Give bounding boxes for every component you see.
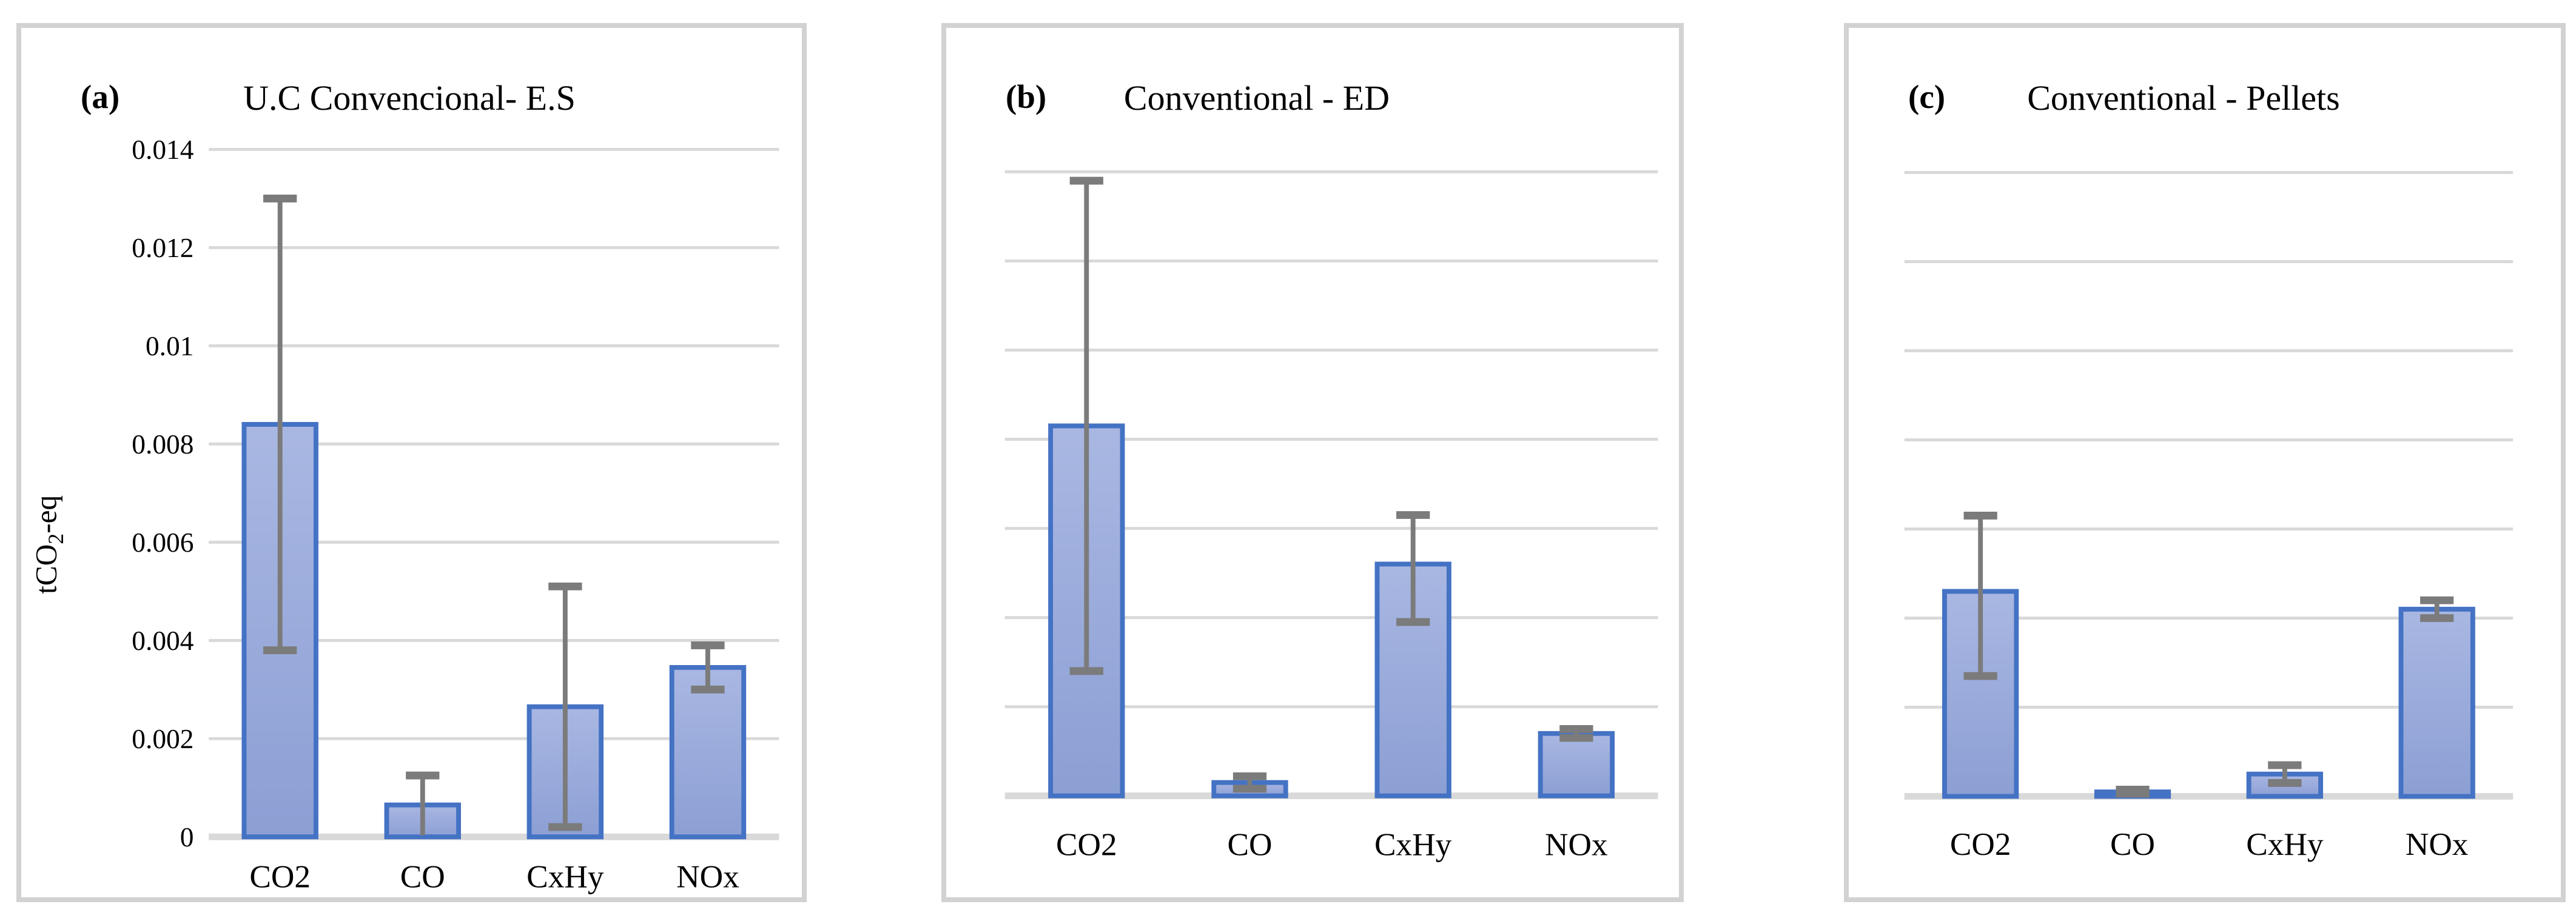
chart-panel-a: 0 0.002 0.004 0.006 0.008 0.01 0.012 0.014 tCO2-… bbox=[16, 23, 807, 902]
svg-text:NOx: NOx bbox=[2406, 826, 2469, 862]
bar-chart-c: CO2 CO CxHy NOx bbox=[1904, 171, 2514, 862]
svg-text:0.004: 0.004 bbox=[132, 626, 193, 656]
panel-title-a: U.C Convencional- E.S bbox=[243, 78, 576, 118]
svg-text:CO: CO bbox=[2110, 826, 2155, 862]
panel-header-a: (a) U.C Convencional- E.S bbox=[21, 78, 802, 126]
panel-letter-b: (b) bbox=[1006, 78, 1047, 115]
svg-text:0.006: 0.006 bbox=[132, 527, 193, 558]
bar-chart-a: 0 0.002 0.004 0.006 0.008 0.01 0.012 0.014 tCO2-… bbox=[29, 135, 779, 894]
svg-text:CO2: CO2 bbox=[1950, 826, 2011, 862]
panel-letter-c: (c) bbox=[1908, 78, 1946, 115]
panel-header-c: (c) Conventional - Pellets bbox=[1849, 78, 2561, 126]
svg-text:CO: CO bbox=[400, 858, 445, 894]
bar-chart-b: CO2 CO CxHy NOx bbox=[1004, 170, 1658, 862]
svg-text:NOx: NOx bbox=[1545, 826, 1608, 862]
svg-text:CxHy: CxHy bbox=[526, 858, 604, 894]
svg-text:0: 0 bbox=[180, 822, 194, 852]
svg-text:CO: CO bbox=[1227, 826, 1272, 862]
chart-panel-b: CO2 CO CxHy NOx (b) Conventional - ED bbox=[941, 23, 1684, 902]
panel-letter-a: (a) bbox=[81, 78, 120, 115]
svg-text:NOx: NOx bbox=[676, 858, 739, 894]
svg-text:0.012: 0.012 bbox=[132, 233, 193, 263]
panel-header-b: (b) Conventional - ED bbox=[946, 78, 1679, 126]
svg-text:tCO2-eq: tCO2-eq bbox=[29, 495, 68, 594]
chart-panel-c: CO2 CO CxHy NOx (c) Conventional - Pellets bbox=[1844, 23, 2566, 902]
svg-text:CxHy: CxHy bbox=[1374, 826, 1452, 862]
svg-text:CxHy: CxHy bbox=[2246, 826, 2324, 862]
svg-text:0.002: 0.002 bbox=[132, 724, 193, 754]
panel-title-c: Conventional - Pellets bbox=[2027, 78, 2340, 118]
svg-text:0.014: 0.014 bbox=[132, 135, 193, 165]
svg-text:CO2: CO2 bbox=[1056, 826, 1117, 862]
svg-text:0.008: 0.008 bbox=[132, 429, 193, 460]
panel-title-b: Conventional - ED bbox=[1123, 78, 1390, 118]
svg-text:CO2: CO2 bbox=[249, 858, 311, 894]
svg-text:0.01: 0.01 bbox=[146, 331, 193, 361]
